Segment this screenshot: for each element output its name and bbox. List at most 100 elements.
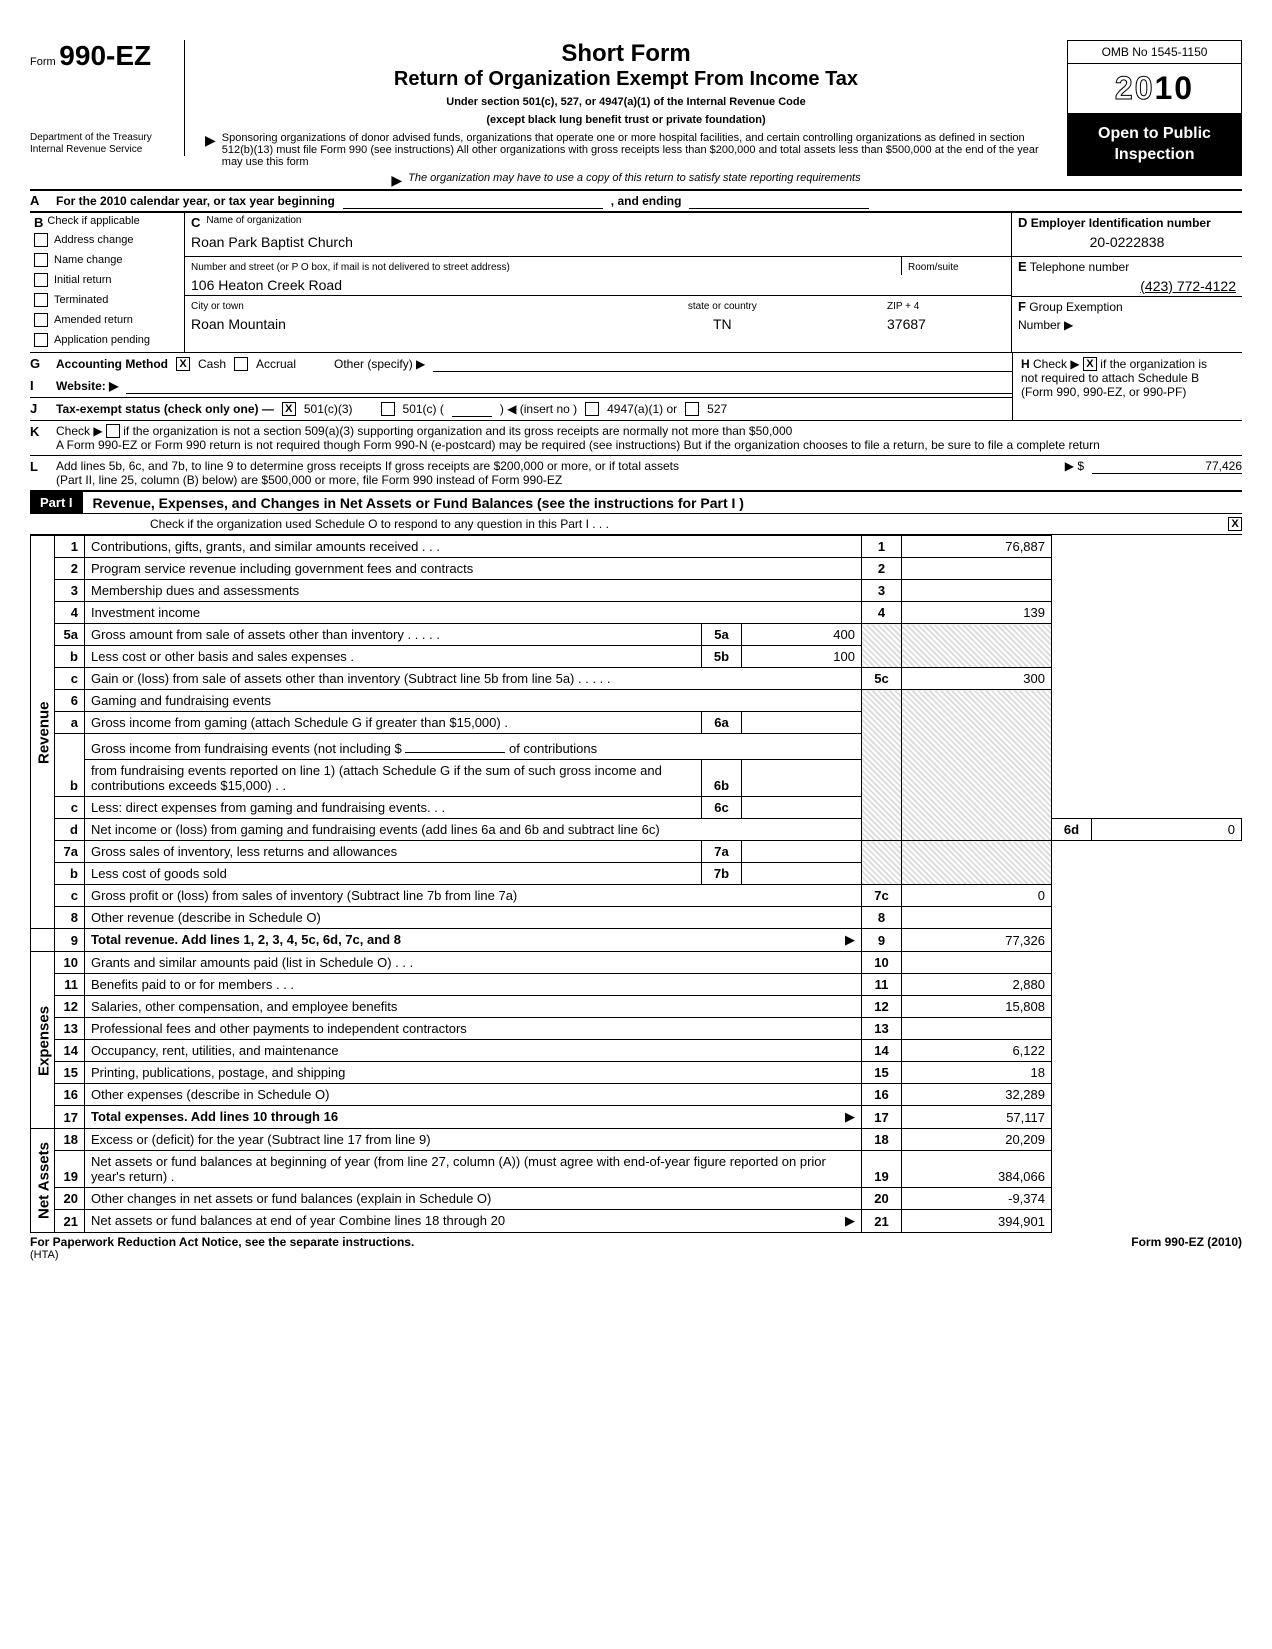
- line-18-num: 18: [55, 1129, 85, 1151]
- line-7b-desc: Less cost of goods sold: [85, 863, 702, 885]
- k-check-label: Check ▶: [56, 424, 103, 438]
- copy-text: The organization may have to use a copy …: [408, 172, 860, 184]
- ein: 20-0222838: [1012, 232, 1242, 256]
- line-2-val: [902, 558, 1052, 580]
- k-text1: if the organization is not a section 509…: [123, 424, 792, 438]
- line-13-num: 13: [55, 1018, 85, 1040]
- checkbox-cash[interactable]: X: [176, 357, 190, 371]
- 4947-label: 4947(a)(1) or: [607, 402, 677, 416]
- line-6d-desc: Net income or (loss) from gaming and fun…: [85, 819, 862, 841]
- label-terminated: Terminated: [54, 294, 108, 306]
- checkbox-4947[interactable]: [585, 402, 599, 416]
- checkbox-527[interactable]: [685, 402, 699, 416]
- line-18-val: 20,209: [902, 1129, 1052, 1151]
- section-b: BCheck if applicable Address change Name…: [30, 213, 185, 352]
- l-text2: (Part II, line 25, column (B) below) are…: [56, 473, 562, 487]
- line-6c-desc: Less: direct expenses from gaming and fu…: [85, 797, 702, 819]
- section-c: CName of organization Roan Park Baptist …: [185, 213, 1012, 352]
- line-5a-midval: 400: [742, 624, 862, 646]
- tax-year-begin-input[interactable]: [343, 193, 603, 209]
- line-11-desc: Benefits paid to or for members . . .: [85, 974, 862, 996]
- line-17-val: 57,117: [902, 1106, 1052, 1129]
- 501c3-label: 501(c)(3): [304, 402, 353, 416]
- line-19-num: 19: [55, 1151, 85, 1188]
- checkbox-501c[interactable]: [381, 402, 395, 416]
- line-17-desc-cell: Total expenses. Add lines 10 through 16▶: [85, 1106, 862, 1129]
- city-label: City or town: [191, 301, 244, 312]
- line-21-num: 21: [55, 1210, 85, 1233]
- line-7a-num: 7a: [55, 841, 85, 863]
- tel-label: Telephone number: [1030, 260, 1129, 274]
- shaded-cell: [862, 624, 902, 668]
- line-5c-ref: 5c: [862, 668, 902, 690]
- line-6b-d1: Gross income from fundraising events (no…: [91, 741, 402, 756]
- line-5c-num: c: [55, 668, 85, 690]
- footer-right: Form 990-EZ (2010): [1131, 1235, 1242, 1249]
- title-main: Short Form: [205, 40, 1047, 68]
- insert-no-label: ) ◀ (insert no ): [500, 402, 577, 416]
- line-6d-val: 0: [1092, 819, 1242, 841]
- line-5b-mid: 5b: [702, 646, 742, 668]
- checkbox-schedule-b[interactable]: X: [1083, 357, 1097, 371]
- shaded-cell: [902, 624, 1052, 668]
- line-5b-midval: 100: [742, 646, 862, 668]
- line-20-num: 20: [55, 1188, 85, 1210]
- street-address: 106 Heaton Creek Road: [185, 275, 1011, 295]
- line-5a-mid: 5a: [702, 624, 742, 646]
- line-21-ref: 21: [862, 1210, 902, 1233]
- line-18-ref: 18: [862, 1129, 902, 1151]
- checkbox-name-change[interactable]: [34, 253, 48, 267]
- line-1-val: 76,887: [902, 536, 1052, 558]
- other-specify-label: Other (specify) ▶: [334, 357, 425, 371]
- checkbox-pending[interactable]: [34, 333, 48, 347]
- line-6b-contrib-input[interactable]: [405, 737, 505, 753]
- section-a-letter: A: [30, 193, 48, 208]
- line-9-desc: Total revenue. Add lines 1, 2, 3, 4, 5c,…: [91, 932, 401, 947]
- line-7a-mid: 7a: [702, 841, 742, 863]
- checkbox-501c3[interactable]: X: [282, 402, 296, 416]
- checkbox-amended[interactable]: [34, 313, 48, 327]
- checkbox-address-change[interactable]: [34, 233, 48, 247]
- form-number: 990-EZ: [59, 40, 151, 71]
- line-8-val: [902, 907, 1052, 929]
- room-label: Room/suite: [908, 262, 959, 273]
- line-21-arrow: ▶: [845, 1213, 855, 1229]
- line-21-desc: Net assets or fund balances at end of ye…: [91, 1213, 505, 1228]
- line-16-ref: 16: [862, 1084, 902, 1106]
- tax-year-end-input[interactable]: [689, 193, 869, 209]
- line-6a-mid: 6a: [702, 712, 742, 734]
- line-13-val: [902, 1018, 1052, 1040]
- 501c-insert-input[interactable]: [452, 401, 492, 417]
- section-b-title: Check if applicable: [47, 215, 139, 230]
- tax-exempt-label: Tax-exempt status (check only one) —: [56, 402, 274, 416]
- l-arrow: ▶ $: [1065, 459, 1084, 473]
- line-4-num: 4: [55, 602, 85, 624]
- line-3-val: [902, 580, 1052, 602]
- line-7c-num: c: [55, 885, 85, 907]
- line-10-ref: 10: [862, 952, 902, 974]
- form-header: Form 990-EZ Department of the Treasury I…: [30, 40, 1242, 189]
- line-4-desc: Investment income: [85, 602, 862, 624]
- shaded-cell: [862, 690, 902, 841]
- other-specify-input[interactable]: [433, 356, 1012, 372]
- line-6a-midval: [742, 712, 862, 734]
- line-13-desc: Professional fees and other payments to …: [85, 1018, 862, 1040]
- line-1-desc: Contributions, gifts, grants, and simila…: [85, 536, 862, 558]
- line-14-val: 6,122: [902, 1040, 1052, 1062]
- line-15-val: 18: [902, 1062, 1052, 1084]
- section-l-letter: L: [30, 459, 48, 474]
- line-6b-desc-bot: from fundraising events reported on line…: [85, 760, 702, 797]
- accrual-label: Accrual: [256, 357, 296, 371]
- section-g-letter: G: [30, 356, 48, 371]
- website-input[interactable]: [126, 378, 1012, 394]
- checkbox-initial-return[interactable]: [34, 273, 48, 287]
- line-17-arrow: ▶: [845, 1109, 855, 1125]
- line-7b-num: b: [55, 863, 85, 885]
- checkbox-schedule-o[interactable]: X: [1228, 517, 1242, 531]
- checkbox-accrual[interactable]: [234, 357, 248, 371]
- line-7a-midval: [742, 841, 862, 863]
- checkbox-terminated[interactable]: [34, 293, 48, 307]
- checkbox-509a3[interactable]: [106, 424, 120, 438]
- dept-irs: Internal Revenue Service: [30, 144, 174, 156]
- section-k-letter: K: [30, 424, 48, 439]
